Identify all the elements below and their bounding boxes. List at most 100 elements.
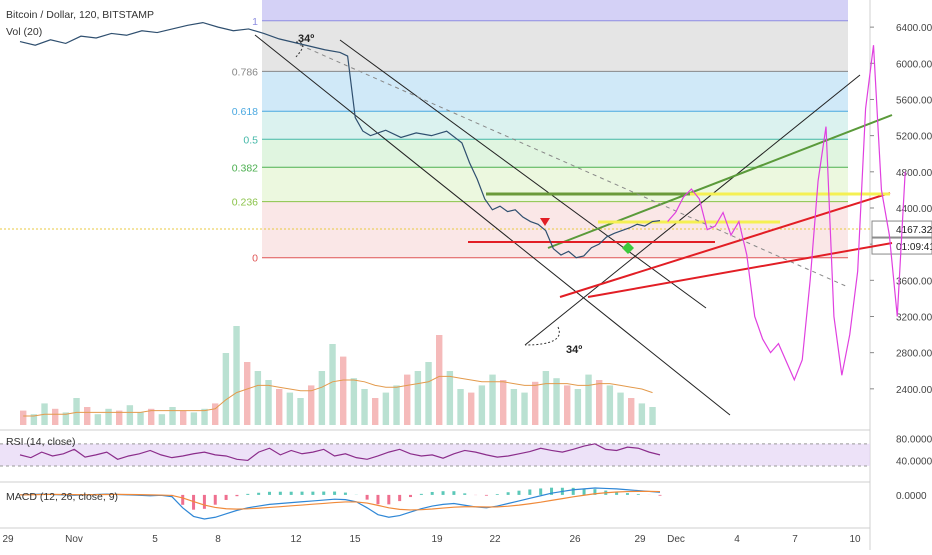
volume-bar (73, 398, 79, 425)
macd-histogram-bar (517, 491, 520, 495)
time-tick-label: 4 (734, 534, 740, 545)
volume-bar (511, 389, 517, 425)
macd-histogram-bar (344, 493, 347, 495)
volume-bar (553, 378, 559, 425)
volume-bar (639, 403, 645, 425)
macd-legend: MACD (12, 26, close, 9) (6, 491, 118, 503)
fib-level-label: 0.236 (232, 197, 258, 209)
macd-histogram-bar (485, 495, 488, 496)
angle-label: 34º (566, 344, 582, 356)
time-tick-label: 10 (849, 534, 861, 545)
volume-bar (617, 393, 623, 425)
macd-histogram-bar (452, 491, 455, 495)
macd-histogram-bar (409, 495, 412, 497)
volume-bar (457, 389, 463, 425)
macd-histogram-bar (257, 493, 260, 495)
volume-bar (415, 371, 421, 425)
volume-bar (596, 380, 602, 425)
fib-level-label: 0.5 (243, 134, 258, 146)
fib-level-label: 0.786 (232, 66, 258, 78)
volume-bar (201, 409, 207, 425)
fib-zone (262, 167, 848, 201)
volume-bar (329, 344, 335, 425)
volume-bar (127, 405, 133, 425)
macd-histogram-bar (431, 492, 434, 495)
macd-histogram-bar (268, 492, 271, 495)
macd-histogram-bar (311, 492, 314, 495)
volume-bar (20, 411, 26, 425)
volume-bar (532, 382, 538, 425)
volume-legend: Vol (20) (6, 26, 42, 38)
time-tick-label: 26 (569, 534, 581, 545)
fib-level-label: 0 (252, 253, 258, 265)
volume-bar (479, 385, 485, 425)
volume-bar (585, 375, 591, 425)
symbol-title: Bitcoin / Dollar, 120, BITSTAMP (6, 9, 154, 21)
macd-histogram-bar (528, 489, 531, 494)
macd-histogram-bar (626, 493, 629, 495)
volume-bar (233, 326, 239, 425)
volume-bar (340, 357, 346, 425)
fib-level-label: 0.382 (232, 162, 258, 174)
volume-bar (361, 389, 367, 425)
volume-bar (319, 371, 325, 425)
volume-bar (84, 407, 90, 425)
volume-bar (351, 378, 357, 425)
volume-bar (436, 335, 442, 425)
macd-histogram-bar (279, 492, 282, 495)
volume-bar (447, 371, 453, 425)
volume-bar (308, 385, 314, 425)
rsi-tick-label: 40.0000 (896, 456, 932, 467)
macd-histogram-bar (387, 495, 390, 504)
macd-histogram-bar (539, 488, 542, 494)
price-tick-label: 2400.00 (896, 385, 932, 396)
volume-bar (607, 385, 613, 425)
time-tick-label: 12 (290, 534, 302, 545)
volume-bar (383, 393, 389, 425)
volume-bar (169, 407, 175, 425)
time-tick-label: Dec (667, 534, 685, 545)
price-tick-label: 4800.00 (896, 168, 932, 179)
time-tick-label: 5 (152, 534, 158, 545)
macd-histogram-bar (637, 494, 640, 495)
price-tick-label: 3600.00 (896, 276, 932, 287)
macd-histogram-bar (366, 495, 369, 500)
macd-histogram-bar (659, 495, 662, 496)
macd-tick-label: 0.0000 (896, 491, 927, 502)
price-tick-label: 5200.00 (896, 132, 932, 143)
price-tick-label: 6400.00 (896, 23, 932, 34)
macd-histogram-bar (235, 495, 238, 496)
macd-histogram-bar (181, 495, 184, 505)
price-tick-label: 4400.00 (896, 204, 932, 215)
macd-histogram-bar (376, 495, 379, 504)
price-tick-label: 3200.00 (896, 312, 932, 323)
volume-bar (95, 414, 101, 425)
macd-histogram-bar (225, 495, 228, 500)
price-tick-label: 5600.00 (896, 95, 932, 106)
volume-bar (628, 398, 634, 425)
volume-bar (521, 393, 527, 425)
time-tick-label: 29 (2, 534, 14, 545)
fib-zone (262, 21, 848, 72)
volume-bar (393, 385, 399, 425)
time-tick-label: 8 (215, 534, 221, 545)
macd-histogram-bar (463, 493, 466, 495)
volume-bar (649, 407, 655, 425)
volume-bar (543, 371, 549, 425)
volume-bar (297, 398, 303, 425)
macd-histogram-bar (442, 491, 445, 495)
volume-bar (223, 353, 229, 425)
macd-histogram-bar (572, 488, 575, 495)
time-tick-label: 22 (489, 534, 501, 545)
fib-zone-top (262, 0, 848, 21)
macd-histogram-bar (333, 492, 336, 495)
time-tick-label: 29 (634, 534, 646, 545)
volume-bar (52, 409, 58, 425)
volume-histogram (20, 326, 656, 425)
macd-pane[interactable]: 0.0000 (0, 482, 927, 519)
volume-bar (255, 371, 261, 425)
